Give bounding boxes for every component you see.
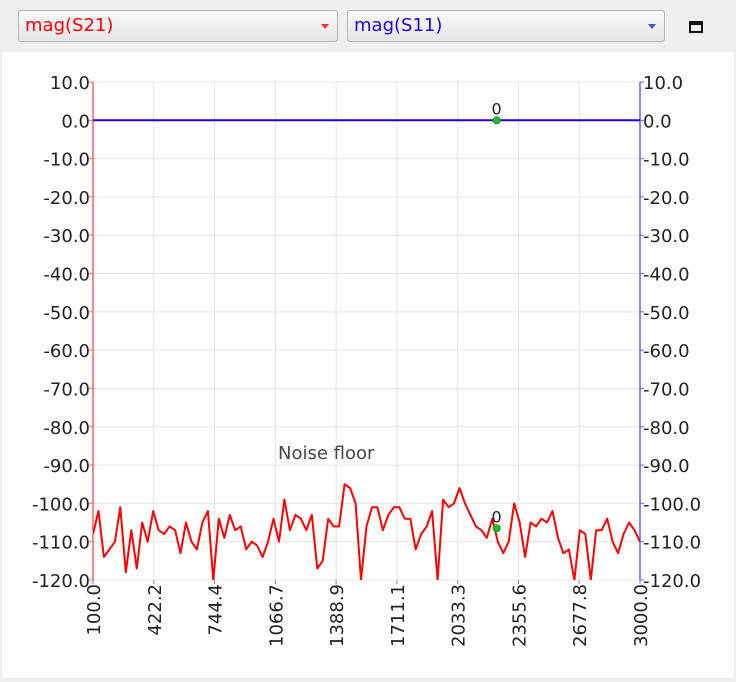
left-y-tick-label: -60.0 bbox=[43, 341, 90, 362]
marker-point bbox=[492, 524, 501, 533]
x-tick-label: 1388.9 bbox=[327, 584, 348, 647]
x-tick-label: 1711.1 bbox=[388, 584, 409, 647]
right-y-tick-label: -120.0 bbox=[643, 571, 701, 592]
left-y-tick-label: -120.0 bbox=[32, 571, 90, 592]
left-y-tick-label: -50.0 bbox=[43, 303, 90, 324]
left-y-tick-label: -30.0 bbox=[43, 226, 90, 247]
x-tick-label: 3000.0 bbox=[631, 584, 652, 647]
marker-point bbox=[492, 116, 501, 125]
left-y-tick-label: -70.0 bbox=[43, 379, 90, 400]
series-line-s21 bbox=[93, 483, 640, 580]
maximize-button[interactable] bbox=[681, 14, 711, 40]
plot-area[interactable]: 10.0 10.0 0.0 0.0 -10.0 -10.0 -20.0 -20.0 -30.0 -… bbox=[2, 52, 734, 678]
magnitude-chart[interactable]: 10.0 10.0 0.0 0.0 -10.0 -10.0 -20.0 -20.0 -30.0 -… bbox=[2, 52, 734, 678]
x-tick-label: 1066.7 bbox=[266, 584, 287, 647]
x-tick-label: 744.4 bbox=[206, 584, 227, 636]
right-y-tick-label: -60.0 bbox=[643, 341, 690, 362]
noise-floor-annotation: Noise floor bbox=[278, 443, 375, 464]
x-tick-label: 2677.8 bbox=[570, 584, 591, 647]
trace2-format-select[interactable]: mag(S11) bbox=[347, 10, 665, 42]
trace1-format-value: mag(S21) bbox=[25, 15, 114, 36]
right-y-tick-label: -100.0 bbox=[643, 494, 701, 515]
right-y-tick-label: -90.0 bbox=[643, 456, 690, 477]
right-y-tick-label: -110.0 bbox=[643, 533, 701, 554]
trace1-format-select[interactable]: mag(S21) bbox=[18, 10, 338, 42]
left-y-tick-label: -110.0 bbox=[32, 533, 90, 554]
x-tick-label: 2355.6 bbox=[509, 584, 530, 647]
left-y-tick-label: -20.0 bbox=[43, 188, 90, 209]
right-y-tick-label: -30.0 bbox=[643, 226, 690, 247]
left-y-tick-label: -40.0 bbox=[43, 265, 90, 286]
x-tick-label: 422.2 bbox=[145, 584, 166, 636]
right-y-tick-label: -70.0 bbox=[643, 379, 690, 400]
marker-label: 0 bbox=[492, 507, 502, 526]
marker-label: 0 bbox=[492, 99, 502, 118]
left-y-tick-label: 0.0 bbox=[61, 111, 90, 132]
dropdown-arrow-icon bbox=[648, 24, 656, 29]
left-y-tick-label: -80.0 bbox=[43, 418, 90, 439]
window-maximize-icon bbox=[689, 21, 703, 33]
right-y-tick-label: -80.0 bbox=[643, 418, 690, 439]
left-y-tick-label: 10.0 bbox=[50, 73, 90, 94]
left-y-tick-label: -100.0 bbox=[32, 494, 90, 515]
trace2-format-value: mag(S11) bbox=[354, 15, 443, 36]
right-y-tick-label: 0.0 bbox=[643, 111, 672, 132]
right-y-tick-label: -10.0 bbox=[643, 150, 690, 171]
left-y-tick-label: -90.0 bbox=[43, 456, 90, 477]
left-y-tick-label: -10.0 bbox=[43, 150, 90, 171]
x-tick-label: 2033.3 bbox=[449, 584, 470, 647]
dropdown-arrow-icon bbox=[321, 24, 329, 29]
right-y-tick-label: -40.0 bbox=[643, 265, 690, 286]
toolbar: mag(S21) mag(S11) bbox=[0, 0, 736, 52]
right-y-tick-label: -50.0 bbox=[643, 303, 690, 324]
right-y-tick-label: -20.0 bbox=[643, 188, 690, 209]
right-y-tick-label: 10.0 bbox=[643, 73, 683, 94]
x-tick-label: 100.0 bbox=[84, 584, 105, 636]
